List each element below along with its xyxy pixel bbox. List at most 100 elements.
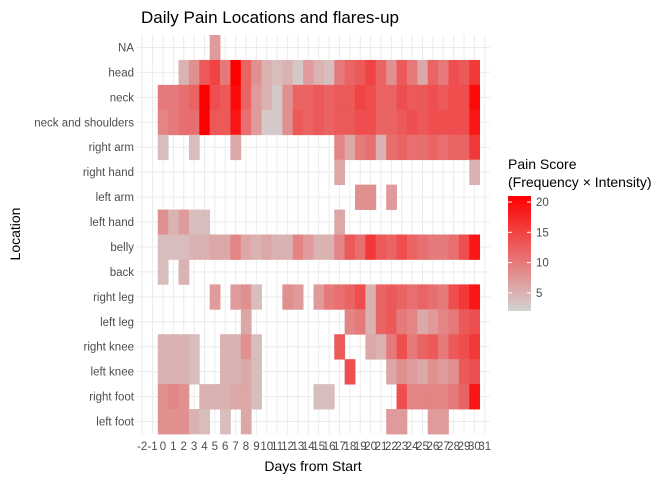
y-tick-label: left leg bbox=[100, 317, 134, 329]
heatmap-tile bbox=[220, 234, 231, 260]
heatmap-tile bbox=[355, 234, 366, 260]
heatmap-tile bbox=[178, 334, 190, 360]
heatmap-tile bbox=[157, 409, 169, 435]
heatmap-tile bbox=[469, 234, 481, 260]
legend-tick-label: 5 bbox=[536, 288, 542, 300]
heatmap-tile bbox=[323, 234, 335, 260]
heatmap-tile bbox=[355, 284, 366, 310]
heatmap-tile bbox=[406, 84, 418, 111]
heatmap-tile bbox=[365, 109, 377, 136]
heatmap-tile bbox=[406, 59, 418, 86]
y-tick-label: head bbox=[108, 67, 134, 79]
legend-tick-label: 10 bbox=[536, 258, 549, 270]
heatmap-tile bbox=[406, 234, 418, 260]
heatmap-tile bbox=[271, 109, 283, 136]
x-tick-label: 29 bbox=[458, 441, 471, 453]
x-tick-label: 3 bbox=[191, 441, 197, 453]
heatmap-tile bbox=[199, 109, 211, 136]
heatmap-tile bbox=[271, 234, 283, 260]
legend-color-bar bbox=[508, 196, 531, 311]
x-tick-label: 8 bbox=[243, 441, 249, 453]
color-legend: Pain Score (Frequency × Intensity) 5 10 15… bbox=[508, 156, 652, 311]
heatmap-tile bbox=[427, 409, 439, 435]
heatmap-tile bbox=[375, 134, 387, 161]
heatmap-tile bbox=[375, 334, 387, 360]
x-tick-label: 9 bbox=[253, 441, 259, 453]
x-tick-label: 17 bbox=[333, 441, 346, 453]
heatmap-tile bbox=[355, 309, 366, 335]
heatmap-tile bbox=[240, 284, 252, 310]
heatmap-tile bbox=[469, 59, 481, 86]
x-tick-label: 16 bbox=[323, 441, 336, 453]
heatmap-tile bbox=[178, 384, 190, 410]
heatmap-tile bbox=[458, 109, 470, 136]
heatmap-tile bbox=[396, 84, 408, 111]
heatmap-tile bbox=[396, 334, 408, 360]
x-tick-label: 13 bbox=[292, 441, 305, 453]
heatmap-tile bbox=[188, 59, 200, 86]
heatmap-tile bbox=[375, 84, 387, 111]
heatmap-tile bbox=[178, 59, 190, 86]
heatmap-tile bbox=[282, 59, 294, 86]
heatmap-tile bbox=[209, 35, 221, 61]
heatmap-tile bbox=[209, 234, 221, 260]
heatmap-tile bbox=[240, 84, 252, 111]
heatmap-tile bbox=[261, 234, 273, 260]
heatmap-tile bbox=[427, 309, 439, 335]
heatmap-tile bbox=[458, 284, 470, 310]
y-tick-label: left foot bbox=[96, 417, 135, 429]
heatmap-tile bbox=[448, 134, 460, 161]
heatmap-tile bbox=[427, 234, 439, 260]
heatmap-tile bbox=[313, 234, 325, 260]
heatmap-tile bbox=[458, 59, 470, 86]
heatmap-tile bbox=[313, 84, 325, 111]
heatmap-tile bbox=[168, 84, 179, 111]
heatmap-tile bbox=[220, 84, 231, 111]
heatmap-tile bbox=[209, 84, 221, 111]
heatmap-tile bbox=[448, 359, 460, 385]
heatmap-tile bbox=[365, 334, 377, 360]
x-tick-label: 0 bbox=[160, 441, 166, 453]
heatmap-tile bbox=[282, 284, 294, 310]
heatmap-tile bbox=[199, 209, 211, 235]
heatmap-tile bbox=[188, 234, 200, 260]
heatmap-tile bbox=[386, 109, 397, 136]
heatmap-tile bbox=[199, 409, 211, 435]
heatmap-tile bbox=[292, 59, 304, 86]
x-tick-label: 22 bbox=[385, 441, 398, 453]
heatmap-tile bbox=[230, 134, 242, 161]
heatmap-tile bbox=[427, 84, 439, 111]
heatmap-tile bbox=[396, 409, 408, 435]
x-tick-label: 4 bbox=[201, 441, 208, 453]
heatmap-tile bbox=[406, 384, 418, 410]
legend-ticks: 5 10 15 20 bbox=[508, 197, 549, 300]
heatmap-tile bbox=[375, 284, 387, 310]
heatmap-tile bbox=[334, 159, 346, 186]
heatmap-tile bbox=[168, 359, 179, 385]
chart-title: Daily Pain Locations and flares-up bbox=[141, 8, 399, 27]
heatmap-tile bbox=[458, 134, 470, 161]
heatmap-tile bbox=[438, 359, 449, 385]
x-tick-label: 10 bbox=[260, 441, 273, 453]
y-tick-label: left knee bbox=[91, 367, 134, 379]
heatmap-tile bbox=[334, 134, 346, 161]
heatmap-tile bbox=[271, 59, 283, 86]
heatmap-tile bbox=[427, 359, 439, 385]
legend-title-line-1: Pain Score bbox=[508, 156, 577, 172]
heatmap-tile bbox=[220, 409, 231, 435]
heatmap-tile bbox=[355, 109, 366, 136]
heatmap-tile bbox=[323, 59, 335, 86]
heatmap-tile bbox=[240, 334, 252, 360]
heatmap-tile bbox=[168, 409, 179, 435]
heatmap-tile bbox=[396, 109, 408, 136]
heatmap-tile bbox=[303, 84, 314, 111]
heatmap-tile bbox=[282, 109, 294, 136]
heatmap-tile bbox=[438, 409, 449, 435]
heatmap-tile bbox=[396, 134, 408, 161]
heatmap-tile bbox=[220, 334, 231, 360]
heatmap-tile bbox=[344, 109, 356, 136]
heatmap-tile bbox=[209, 109, 221, 136]
heatmap-tile bbox=[417, 59, 429, 86]
y-tick-label: left hand bbox=[90, 217, 134, 229]
heatmap-tile bbox=[334, 59, 346, 86]
